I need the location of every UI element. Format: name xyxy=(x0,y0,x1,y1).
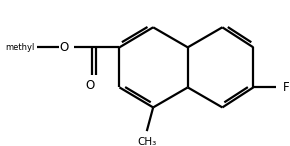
Text: CH₃: CH₃ xyxy=(137,137,156,146)
Text: O: O xyxy=(86,79,95,92)
Text: methyl: methyl xyxy=(6,43,35,52)
Text: F: F xyxy=(282,81,289,94)
Text: O: O xyxy=(59,41,68,54)
